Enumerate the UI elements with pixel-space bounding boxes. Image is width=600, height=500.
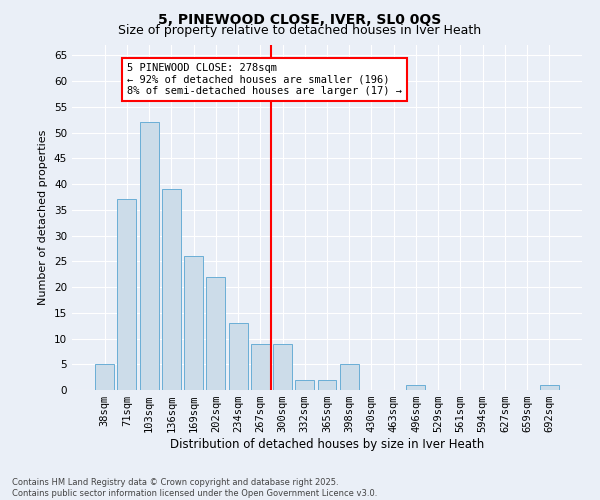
Bar bbox=[184, 256, 203, 390]
Bar bbox=[317, 380, 337, 390]
Text: Size of property relative to detached houses in Iver Heath: Size of property relative to detached ho… bbox=[118, 24, 482, 37]
Text: 5 PINEWOOD CLOSE: 278sqm
← 92% of detached houses are smaller (196)
8% of semi-d: 5 PINEWOOD CLOSE: 278sqm ← 92% of detach… bbox=[127, 63, 402, 96]
Bar bbox=[406, 385, 425, 390]
Bar bbox=[273, 344, 292, 390]
Bar bbox=[140, 122, 158, 390]
Text: 5, PINEWOOD CLOSE, IVER, SL0 0QS: 5, PINEWOOD CLOSE, IVER, SL0 0QS bbox=[158, 12, 442, 26]
Bar bbox=[340, 364, 359, 390]
Text: Contains HM Land Registry data © Crown copyright and database right 2025.
Contai: Contains HM Land Registry data © Crown c… bbox=[12, 478, 377, 498]
Bar bbox=[295, 380, 314, 390]
Bar bbox=[162, 189, 181, 390]
Bar bbox=[540, 385, 559, 390]
Bar bbox=[251, 344, 270, 390]
Bar bbox=[229, 323, 248, 390]
Bar bbox=[118, 200, 136, 390]
Bar bbox=[95, 364, 114, 390]
Y-axis label: Number of detached properties: Number of detached properties bbox=[38, 130, 49, 305]
X-axis label: Distribution of detached houses by size in Iver Heath: Distribution of detached houses by size … bbox=[170, 438, 484, 451]
Bar bbox=[206, 276, 225, 390]
